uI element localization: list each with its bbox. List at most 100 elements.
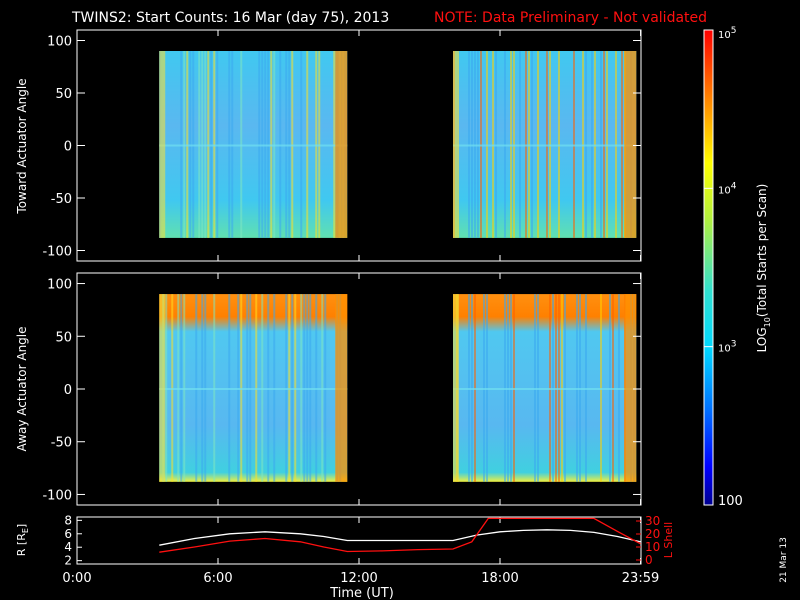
top-heatmap-stripe — [549, 51, 551, 238]
middle-heatmap-stripe — [204, 294, 207, 482]
top-heatmap-stripe — [486, 51, 488, 238]
top-zero-band — [453, 144, 637, 147]
colorbar-tick-label: 103 — [718, 340, 736, 355]
top-heatmap-stripe — [513, 51, 515, 238]
middle-heatmap-stripe — [240, 294, 243, 482]
bottom-right-ytick-label: 10 — [645, 540, 660, 554]
bottom-left-ylabel: R [RE] — [15, 524, 30, 556]
middle-heatmap-stripe — [600, 294, 602, 482]
top-edge-band — [624, 51, 637, 238]
middle-heatmap-stripe — [324, 294, 327, 482]
xtick-label: 0:00 — [62, 571, 91, 586]
xtick-label: 12:00 — [340, 571, 377, 586]
top-heatmap-stripe — [582, 51, 584, 238]
middle-ytick-label: -50 — [51, 436, 72, 451]
top-heatmap-stripe — [606, 51, 608, 238]
top-ylabel: Toward Actuator Angle — [15, 78, 29, 214]
middle-heatmap-stripe — [171, 294, 174, 482]
middle-heatmap-stripe — [510, 294, 512, 482]
series-line-r — [159, 529, 641, 546]
middle-heatmap-stripe — [291, 294, 294, 482]
bottom-right-ytick-label: 0 — [645, 553, 653, 567]
middle-heatmap-stripe — [213, 294, 216, 482]
top-ytick-label: 50 — [55, 87, 72, 102]
middle-heatmap-stripe — [483, 294, 485, 482]
top-ytick-label: 0 — [64, 140, 72, 155]
top-heatmap-stripe — [279, 51, 282, 238]
top-heatmap-stripe — [264, 51, 267, 238]
middle-heatmap-stripe — [474, 294, 476, 482]
middle-heatmap-stripe — [237, 294, 240, 482]
middle-zero-band — [159, 388, 348, 390]
top-heatmap-stripe — [231, 51, 234, 238]
middle-heatmap-stripe — [576, 294, 578, 482]
top-heatmap-stripe — [273, 51, 276, 238]
top-heatmap-stripe — [291, 51, 294, 238]
colorbar — [703, 29, 714, 506]
middle-heatmap-stripe — [486, 294, 488, 482]
colorbar-label-post: (Total Starts per Scan) — [755, 184, 769, 318]
bottom-right-ytick-label: 20 — [645, 527, 660, 541]
middle-heatmap-stripe — [294, 294, 297, 482]
xaxis-label: Time (UT) — [329, 586, 394, 600]
top-heatmap-stripe — [261, 51, 264, 238]
middle-heatmap-stripe — [507, 294, 509, 482]
middle-heatmap-stripe — [300, 294, 303, 482]
top-heatmap-stripe — [573, 51, 575, 238]
middle-zero-band — [453, 388, 637, 390]
middle-heatmap-stripe — [273, 294, 276, 482]
top-heatmap-stripe — [228, 51, 231, 238]
bottom-left-ylabel-sub: E — [21, 528, 30, 533]
colorbar-tick-label: 104 — [718, 181, 737, 196]
middle-heatmap-stripe — [267, 294, 270, 482]
top-heatmap-stripe — [306, 51, 309, 238]
top-heatmap-stripe — [474, 51, 476, 238]
middle-ytick-label: 50 — [55, 330, 72, 345]
middle-heatmap-stripe — [180, 294, 183, 482]
top-heatmap-stripe — [477, 51, 479, 238]
top-heatmap-stripe — [546, 51, 548, 238]
middle-heatmap-stripe — [288, 294, 291, 482]
middle-heatmap-stripe — [183, 294, 186, 482]
top-heatmap-stripe — [258, 51, 261, 238]
middle-edge-band — [335, 294, 348, 482]
middle-ytick-label: 0 — [64, 383, 72, 398]
bottom-left-ylabel-post: ] — [15, 524, 28, 528]
top-edge-band — [335, 51, 348, 238]
top-heatmap-stripe — [198, 51, 201, 238]
top-heatmap-stripe — [471, 51, 473, 238]
colorbar-ticks: 105 104 103 100 — [704, 26, 743, 509]
middle-left-edge-band — [159, 294, 166, 482]
top-heatmap-stripe — [585, 51, 587, 238]
top-heatmap-stripe — [189, 51, 192, 238]
middle-heatmap-block — [453, 294, 637, 482]
middle-heatmap-stripe — [468, 294, 470, 482]
top-ytick-label: -50 — [51, 192, 72, 207]
top-heatmap-stripe — [285, 51, 288, 238]
middle-heatmap-stripe — [261, 294, 264, 482]
middle-heatmap-stripe — [579, 294, 581, 482]
top-heatmap-stripe — [333, 51, 336, 238]
top-zero-band — [159, 144, 348, 147]
middle-heatmap-stripe — [561, 294, 563, 482]
top-heatmap-stripe — [531, 51, 533, 238]
top-left-edge-band — [453, 51, 459, 238]
top-heatmap-stripe — [270, 51, 273, 238]
top-heatmap-stripe — [216, 51, 219, 238]
top-heatmap-stripe — [615, 51, 617, 238]
xtick-label: 18:00 — [481, 571, 518, 586]
middle-heatmap-stripe — [228, 294, 231, 482]
series-line-l-shell — [159, 517, 641, 553]
data-note: NOTE: Data Preliminary - Not validated — [434, 10, 707, 26]
middle-heatmap-stripe — [306, 294, 309, 482]
top-heatmap-stripe — [621, 51, 623, 238]
middle-ytick-label: 100 — [47, 278, 72, 293]
bottom-left-ytick-label: 8 — [64, 513, 72, 527]
top-heatmap-stripe — [210, 51, 213, 238]
xtick-label: 23:59 — [622, 571, 659, 586]
plot-title: TWINS2: Start Counts: 16 Mar (day 75), 2… — [71, 10, 389, 26]
colorbar-tick-label: 105 — [718, 26, 736, 41]
top-ytick-label: 100 — [47, 35, 72, 50]
